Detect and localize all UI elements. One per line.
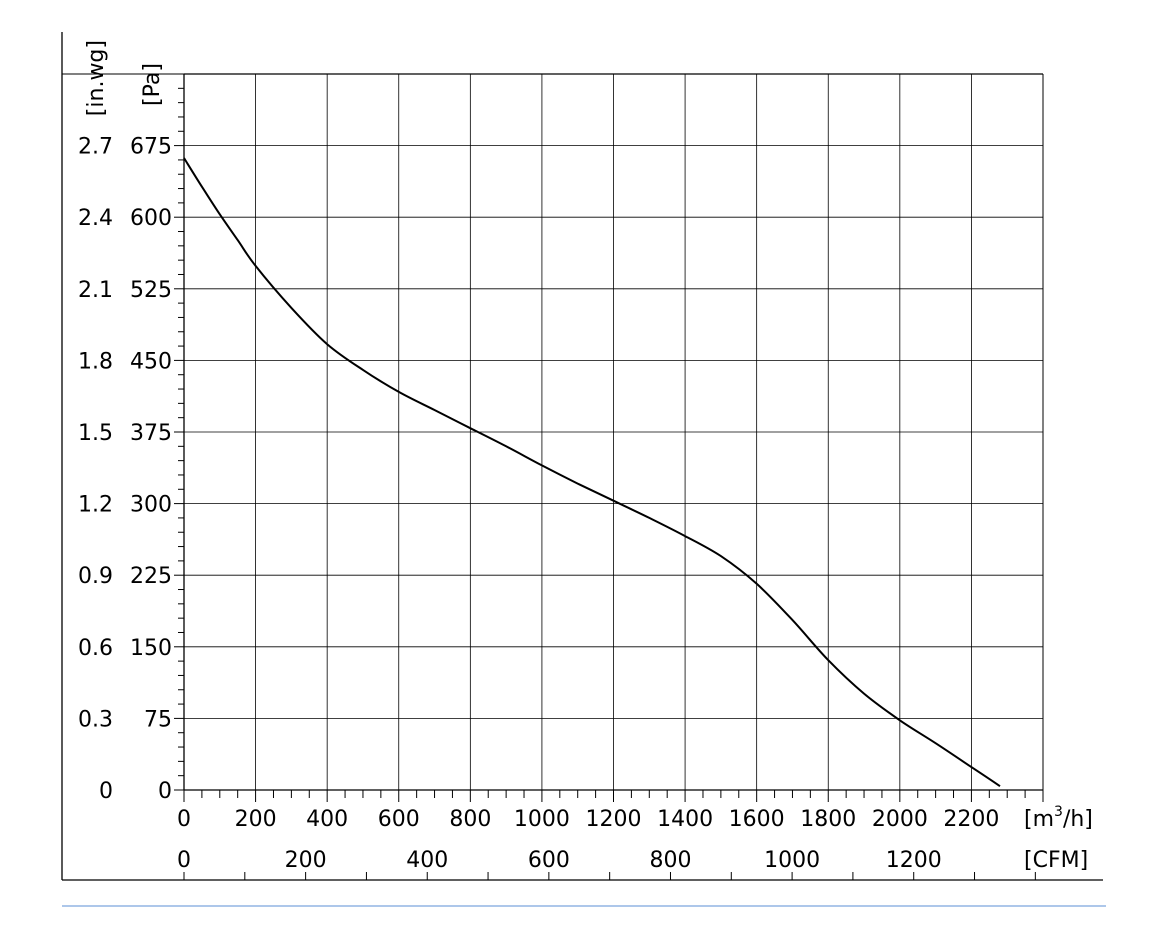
y-inwg-tick-label: 0: [99, 779, 113, 804]
y-pa-tick-label: 675: [130, 135, 172, 160]
x-m3h-tick-label: 1200: [586, 807, 642, 832]
y-pa-tick-label: 600: [130, 206, 172, 231]
x-cfm-tick-label: 1000: [764, 848, 820, 873]
x-unit-sup: 3: [1054, 804, 1063, 820]
x-unit-pre: [m: [1024, 807, 1054, 832]
y-pa-tick-label: 225: [130, 564, 172, 589]
y-inwg-tick-label: 2.7: [78, 135, 113, 160]
x-cfm-tick-label: 600: [528, 848, 570, 873]
x-m3h-tick-label: 0: [177, 807, 191, 832]
x-m3h-tick-label: 1000: [514, 807, 570, 832]
y-pa-tick-label: 150: [130, 636, 172, 661]
labels-layer: 0 75 150 225 300 375 450 525 600 675 0 0.3 0.6 0.9 1.2…: [78, 135, 999, 873]
y-inwg-tick-label: 2.4: [78, 206, 113, 231]
y-inwg-tick-label: 1.2: [78, 493, 113, 518]
y-pa-tick-label: 300: [130, 493, 172, 518]
y-inwg-tick-label: 0.3: [78, 707, 113, 732]
x-m3h-tick-label: 200: [235, 807, 277, 832]
y-pa-tick-label: 375: [130, 421, 172, 446]
y-pa-tick-label: 525: [130, 278, 172, 303]
y-pa-tick-label: 450: [130, 349, 172, 374]
x-m3h-tick-label: 800: [449, 807, 491, 832]
ticks-layer: [62, 73, 1044, 880]
fan-curve-line: [183, 157, 1001, 788]
x-unit-post: /h]: [1063, 807, 1093, 832]
y-axis-pa-unit-label: [Pa]: [140, 63, 165, 106]
y-inwg-tick-label: 0.9: [78, 564, 113, 589]
axes-layer: [61, 32, 1106, 907]
x-m3h-tick-label: 1600: [729, 807, 785, 832]
curve-layer: [183, 157, 1001, 788]
x-m3h-tick-label: 600: [378, 807, 420, 832]
y-inwg-tick-label: 0.6: [78, 636, 113, 661]
x-axis-m3h-unit-label: [m3/h]: [1024, 804, 1093, 832]
y-axis-inwg-unit-label: [in.wg]: [84, 40, 109, 116]
x-m3h-tick-label: 2200: [943, 807, 999, 832]
x-cfm-tick-label: 800: [649, 848, 691, 873]
x-cfm-tick-label: 0: [177, 848, 191, 873]
x-cfm-tick-label: 1200: [886, 848, 942, 873]
x-m3h-tick-label: 400: [306, 807, 348, 832]
y-inwg-tick-label: 1.5: [78, 421, 113, 446]
x-cfm-tick-label: 400: [406, 848, 448, 873]
y-pa-tick-label: 75: [144, 707, 172, 732]
y-inwg-tick-label: 1.8: [78, 349, 113, 374]
grid-layer: [184, 74, 1043, 790]
x-axis-cfm-unit-label: [CFM]: [1024, 848, 1088, 873]
y-inwg-tick-label: 2.1: [78, 278, 113, 303]
y-pa-tick-label: 0: [158, 779, 172, 804]
x-cfm-tick-label: 200: [285, 848, 327, 873]
x-m3h-tick-label: 2000: [872, 807, 928, 832]
x-m3h-tick-label: 1400: [657, 807, 713, 832]
x-m3h-tick-label: 1800: [800, 807, 856, 832]
